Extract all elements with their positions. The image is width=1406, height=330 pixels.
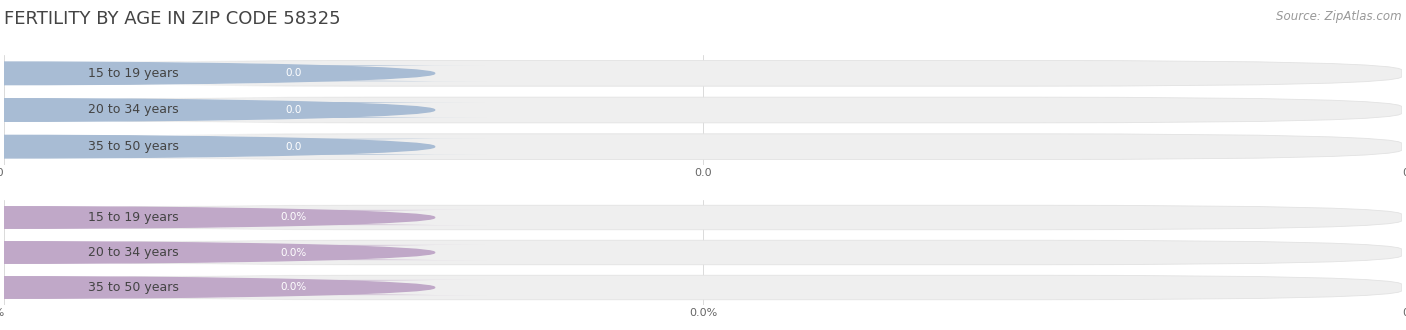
FancyBboxPatch shape — [4, 60, 1402, 86]
FancyBboxPatch shape — [0, 134, 371, 159]
FancyBboxPatch shape — [4, 97, 1402, 123]
Circle shape — [0, 135, 434, 158]
Text: 0.0%: 0.0% — [689, 308, 717, 318]
FancyBboxPatch shape — [100, 245, 486, 260]
Text: 0.0%: 0.0% — [0, 308, 4, 318]
Text: 0.0: 0.0 — [0, 168, 4, 178]
Circle shape — [0, 207, 434, 228]
Text: 0.0%: 0.0% — [280, 213, 307, 222]
Text: 20 to 34 years: 20 to 34 years — [89, 246, 179, 259]
Text: 0.0: 0.0 — [1402, 168, 1406, 178]
FancyBboxPatch shape — [0, 240, 371, 265]
Text: 15 to 19 years: 15 to 19 years — [89, 211, 179, 224]
Circle shape — [0, 242, 434, 263]
Circle shape — [0, 62, 434, 84]
FancyBboxPatch shape — [100, 65, 486, 81]
FancyBboxPatch shape — [4, 134, 1402, 159]
Text: 0.0: 0.0 — [695, 168, 711, 178]
Text: Source: ZipAtlas.com: Source: ZipAtlas.com — [1277, 10, 1402, 23]
Text: 0.0: 0.0 — [285, 68, 302, 78]
Circle shape — [0, 99, 434, 121]
FancyBboxPatch shape — [100, 102, 486, 118]
Text: 35 to 50 years: 35 to 50 years — [89, 281, 179, 294]
Text: 0.0: 0.0 — [285, 142, 302, 152]
Text: 0.0: 0.0 — [285, 105, 302, 115]
FancyBboxPatch shape — [4, 275, 1402, 300]
Text: 0.0%: 0.0% — [280, 248, 307, 257]
FancyBboxPatch shape — [0, 97, 371, 123]
FancyBboxPatch shape — [100, 210, 486, 225]
FancyBboxPatch shape — [4, 240, 1402, 265]
FancyBboxPatch shape — [0, 205, 371, 230]
Text: 15 to 19 years: 15 to 19 years — [89, 67, 179, 80]
Text: 35 to 50 years: 35 to 50 years — [89, 140, 179, 153]
FancyBboxPatch shape — [100, 280, 486, 295]
FancyBboxPatch shape — [100, 139, 486, 155]
Text: 0.0%: 0.0% — [280, 282, 307, 292]
FancyBboxPatch shape — [0, 275, 371, 300]
Text: 20 to 34 years: 20 to 34 years — [89, 104, 179, 116]
Text: 0.0%: 0.0% — [1402, 308, 1406, 318]
Text: FERTILITY BY AGE IN ZIP CODE 58325: FERTILITY BY AGE IN ZIP CODE 58325 — [4, 10, 340, 28]
FancyBboxPatch shape — [4, 205, 1402, 230]
FancyBboxPatch shape — [0, 60, 371, 86]
Circle shape — [0, 277, 434, 298]
